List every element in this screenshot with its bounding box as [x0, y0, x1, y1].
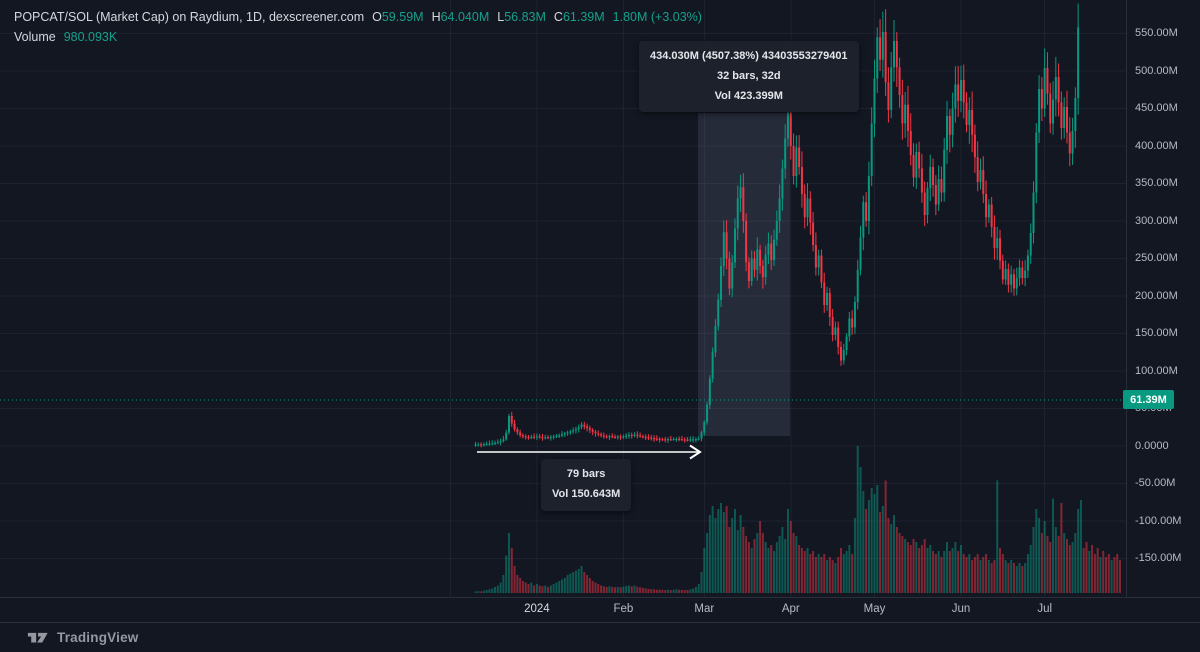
ohlc-high-value: 64.040M: [440, 10, 490, 24]
time-axis[interactable]: 2024 Feb Mar Apr May Jun Jul: [0, 597, 1200, 623]
date-range-tooltip[interactable]: 79 bars Vol 150.643M: [541, 459, 632, 511]
volume-value: 980.093K: [63, 30, 118, 44]
measure-change-line: 434.030M (4507.38%) 43403553279401: [650, 50, 848, 62]
price-axis-label: 250.00M: [1135, 252, 1178, 264]
time-axis-label: Jul: [1037, 603, 1053, 615]
price-axis-label: 500.00M: [1135, 64, 1178, 77]
ohlc-change-value: 1.80M (+3.03%): [612, 10, 702, 24]
measure-tooltip[interactable]: 434.030M (4507.38%) 43403553279401 32 ba…: [639, 41, 859, 113]
price-axis-label: 550.00M: [1135, 27, 1178, 39]
volume-label: Volume: [14, 30, 56, 44]
measure-volume-line: Vol 423.399M: [714, 89, 783, 102]
price-axis-label: 400.00M: [1135, 139, 1178, 152]
ohlc-low-value: 56.83M: [504, 10, 546, 24]
time-axis-label: Mar: [694, 603, 715, 615]
price-axis-label: -50.00M: [1135, 477, 1176, 489]
price-axis-label: 300.00M: [1135, 214, 1178, 227]
measure-region[interactable]: [698, 113, 790, 436]
symbol-title: POPCAT/SOL (Market Cap) on Raydium, 1D, …: [14, 10, 365, 24]
price-axis[interactable]: 550.00M 500.00M 450.00M 400.00M 350.00M 300.0…: [1126, 0, 1200, 597]
measure-bars-line: 32 bars, 32d: [716, 69, 781, 82]
ohlc-close-value: 61.39M: [562, 10, 605, 24]
ohlc-low-label: L: [497, 10, 505, 24]
tradingview-brand-text[interactable]: TradingView: [57, 630, 139, 645]
time-axis-label: 2024: [524, 603, 550, 615]
date-range-arrowhead: [689, 444, 702, 460]
price-axis-label: 350.00M: [1135, 177, 1178, 189]
tradingview-logo-icon[interactable]: [27, 630, 49, 645]
range-bars-line: 79 bars: [566, 468, 606, 480]
ohlc-open-value: 59.59M: [381, 10, 424, 24]
candles-layer: [474, 3, 1080, 448]
price-axis-label: 200.00M: [1135, 289, 1178, 302]
price-axis-label: 0.0000: [1135, 439, 1169, 452]
current-price-badge: 61.39M: [1123, 390, 1174, 410]
time-axis-label: Apr: [781, 603, 800, 615]
price-axis-label: -150.00M: [1135, 552, 1182, 564]
price-axis-label: -100.00M: [1135, 514, 1182, 527]
price-axis-label: 100.00M: [1135, 364, 1178, 377]
time-axis-label: Jun: [951, 603, 971, 615]
price-axis-label: 450.00M: [1135, 102, 1178, 114]
price-axis-label: 150.00M: [1135, 327, 1178, 339]
volume-bars-layer: [474, 446, 1121, 593]
ohlc-high-label: H: [431, 10, 441, 24]
range-volume-line: Vol 150.643M: [552, 487, 621, 500]
symbol-legend: POPCAT/SOL (Market Cap) on Raydium, 1D, …: [14, 7, 702, 47]
time-axis-label: Feb: [613, 603, 634, 615]
time-axis-label: May: [863, 603, 886, 615]
footer-bar: TradingView: [0, 622, 1200, 652]
ohlc-open-label: O: [372, 10, 382, 24]
ohlc-close-label: C: [553, 10, 563, 24]
legend-row-volume: Volume 980.093K: [14, 27, 702, 47]
legend-row-symbol: POPCAT/SOL (Market Cap) on Raydium, 1D, …: [14, 7, 702, 27]
